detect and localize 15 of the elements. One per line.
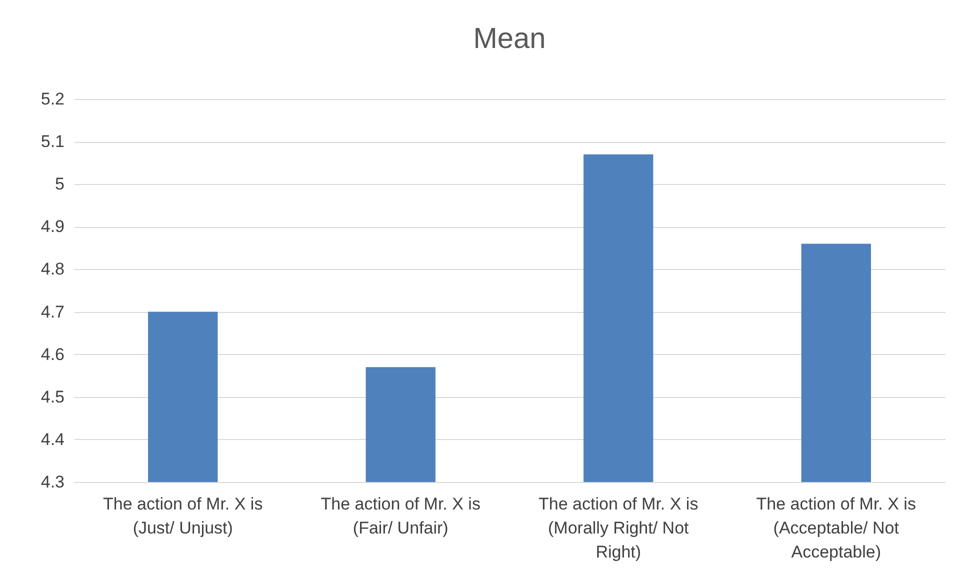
chart-title: Mean: [473, 23, 546, 55]
y-tick-label: 4.8: [40, 260, 64, 279]
y-tick-label: 4.9: [40, 217, 64, 236]
y-tick-label: 4.4: [40, 430, 64, 449]
y-tick-label: 4.6: [40, 344, 64, 364]
y-tick-label: 5.1: [40, 132, 64, 152]
y-tick-label: 4.7: [40, 302, 64, 322]
y-tick-label: 5.2: [40, 90, 64, 108]
x-tick-label: The action of Mr. X is (Fair/ Unfair): [320, 494, 480, 538]
x-tick-label: The action of Mr. X is (Just/ Unjust): [103, 494, 263, 538]
y-tick-label: 5: [55, 174, 64, 194]
y-tick-label: 4.3: [40, 472, 64, 492]
x-tick-label: The action of Mr. X is (Acceptable/ Not Acceptable): [756, 494, 916, 562]
x-tick-label: The action of Mr. X is (Morally Right/ Not Right): [538, 494, 698, 562]
y-tick-label: 4.5: [40, 387, 64, 406]
